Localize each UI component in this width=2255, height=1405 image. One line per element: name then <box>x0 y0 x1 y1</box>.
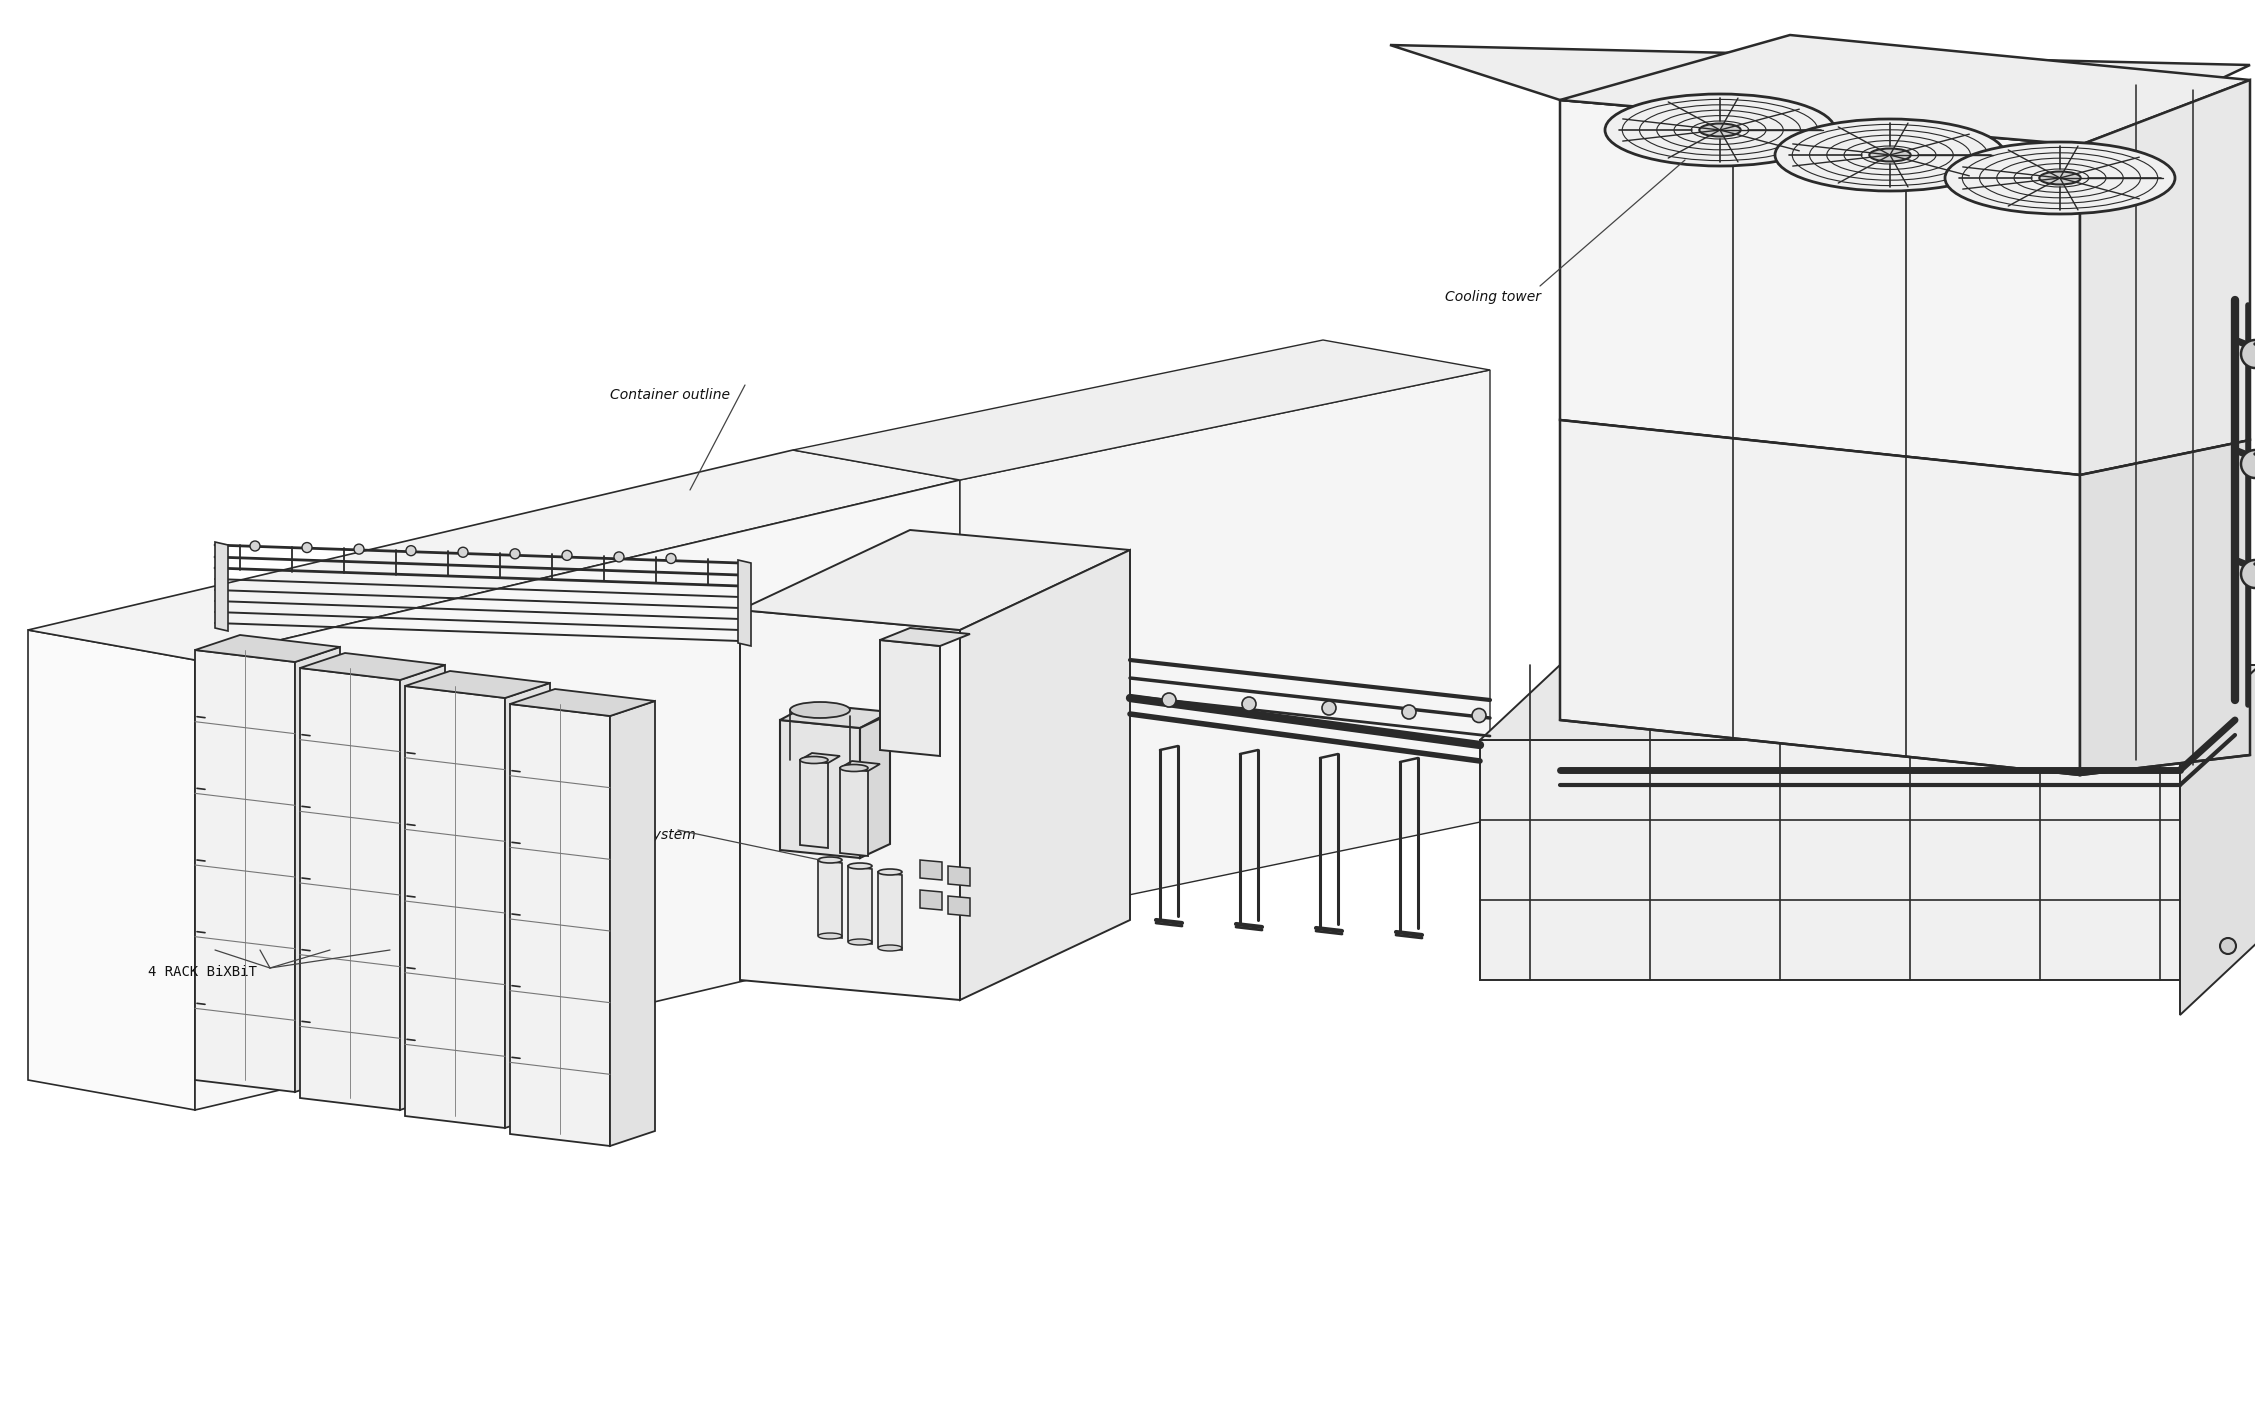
Polygon shape <box>947 865 970 887</box>
Circle shape <box>354 544 363 554</box>
Polygon shape <box>406 672 550 698</box>
Polygon shape <box>920 889 943 910</box>
Polygon shape <box>1560 420 2079 776</box>
Polygon shape <box>1560 100 2079 475</box>
Polygon shape <box>879 628 970 646</box>
Polygon shape <box>1479 665 2255 740</box>
Circle shape <box>1473 708 1486 722</box>
Ellipse shape <box>2039 171 2081 184</box>
Polygon shape <box>27 450 961 660</box>
Polygon shape <box>510 704 611 1146</box>
Polygon shape <box>737 561 751 646</box>
Polygon shape <box>2079 80 2250 475</box>
Circle shape <box>665 554 676 563</box>
Ellipse shape <box>819 857 841 863</box>
Polygon shape <box>611 701 654 1146</box>
Polygon shape <box>2079 440 2250 776</box>
Polygon shape <box>1389 45 2250 145</box>
Polygon shape <box>2181 665 2255 1014</box>
Ellipse shape <box>848 939 873 946</box>
Circle shape <box>250 541 259 551</box>
Circle shape <box>561 551 573 561</box>
Polygon shape <box>920 860 943 880</box>
Ellipse shape <box>819 933 841 939</box>
Polygon shape <box>794 340 1491 481</box>
Circle shape <box>1321 701 1335 715</box>
Polygon shape <box>801 760 828 849</box>
Polygon shape <box>510 688 654 717</box>
Polygon shape <box>780 704 891 728</box>
Circle shape <box>1403 705 1416 719</box>
Polygon shape <box>740 530 1130 629</box>
Polygon shape <box>295 646 341 1092</box>
Polygon shape <box>1560 35 2250 145</box>
Ellipse shape <box>1775 119 2005 191</box>
Polygon shape <box>300 667 399 1110</box>
Ellipse shape <box>1869 149 1910 162</box>
Ellipse shape <box>841 764 868 771</box>
Circle shape <box>458 547 469 558</box>
Polygon shape <box>801 753 841 763</box>
Polygon shape <box>848 865 873 944</box>
Circle shape <box>1243 697 1256 711</box>
Circle shape <box>302 542 311 552</box>
Polygon shape <box>214 542 228 631</box>
Polygon shape <box>961 370 1491 930</box>
Polygon shape <box>859 714 891 858</box>
Circle shape <box>2241 340 2255 368</box>
Ellipse shape <box>1946 142 2176 214</box>
Ellipse shape <box>1700 124 1741 136</box>
Text: Cooling tower: Cooling tower <box>1445 289 1540 303</box>
Text: Water quality system: Water quality system <box>548 828 697 842</box>
Text: Container outline: Container outline <box>611 388 731 402</box>
Ellipse shape <box>789 702 850 718</box>
Polygon shape <box>300 653 444 680</box>
Polygon shape <box>819 860 841 939</box>
Circle shape <box>2241 450 2255 478</box>
Polygon shape <box>877 873 902 950</box>
Polygon shape <box>505 683 550 1128</box>
Polygon shape <box>194 635 341 662</box>
Polygon shape <box>879 641 940 756</box>
Polygon shape <box>27 629 194 1110</box>
Polygon shape <box>406 686 505 1128</box>
Circle shape <box>1161 693 1177 707</box>
Polygon shape <box>780 719 859 858</box>
Circle shape <box>510 549 521 559</box>
Circle shape <box>2241 561 2255 589</box>
Ellipse shape <box>877 870 902 875</box>
Ellipse shape <box>848 863 873 870</box>
Ellipse shape <box>877 946 902 951</box>
Polygon shape <box>961 549 1130 1000</box>
Polygon shape <box>194 651 295 1092</box>
Ellipse shape <box>1606 94 1836 166</box>
Polygon shape <box>399 665 444 1110</box>
Ellipse shape <box>801 756 828 763</box>
Polygon shape <box>1479 740 2181 981</box>
Polygon shape <box>841 762 879 771</box>
Text: 4 RACK BiXBiT: 4 RACK BiXBiT <box>149 965 257 979</box>
Polygon shape <box>947 896 970 916</box>
Polygon shape <box>194 481 961 1110</box>
Polygon shape <box>841 769 868 856</box>
Circle shape <box>406 545 415 556</box>
Polygon shape <box>740 610 961 1000</box>
Circle shape <box>2219 939 2237 954</box>
Circle shape <box>613 552 625 562</box>
